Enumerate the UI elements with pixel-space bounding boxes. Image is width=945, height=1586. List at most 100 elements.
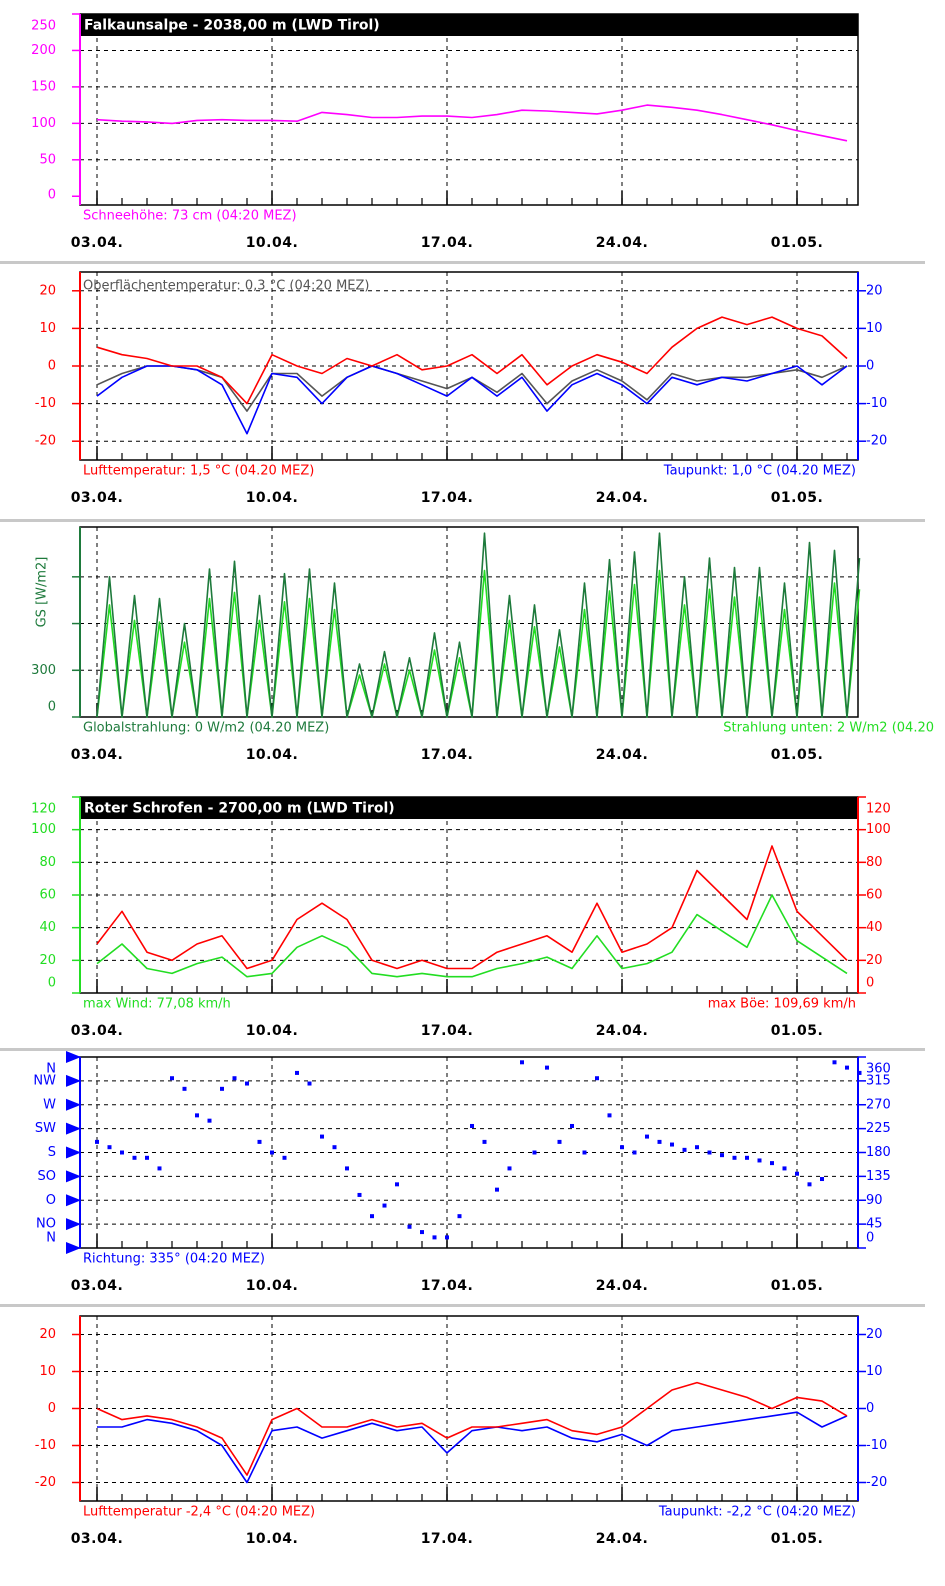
x-tick-label: 24.04.	[596, 235, 649, 251]
point	[532, 1150, 537, 1155]
x-tick-label: 17.04.	[421, 1278, 474, 1294]
point	[370, 1214, 374, 1219]
separator	[0, 519, 925, 522]
line-series	[96, 532, 861, 718]
series-label: Strahlung unten: 2 W/m2 (04.20	[723, 721, 934, 736]
wind-arrow	[66, 1098, 81, 1111]
wind-arrow	[66, 1122, 81, 1135]
line-series	[96, 365, 848, 435]
y2-tick-label: 225	[866, 1121, 891, 1136]
y2-tick-label: 20	[866, 283, 883, 298]
point	[407, 1224, 412, 1229]
point	[570, 1123, 574, 1128]
y2-tick-label: 0	[866, 359, 874, 374]
x-tick-label: 01.05.	[771, 235, 824, 251]
x-tick-label: 03.04.	[71, 235, 124, 251]
point	[382, 1203, 387, 1208]
series-label: Oberflächentemperatur: 0,3 °C (04:20 MEZ…	[83, 279, 369, 294]
point	[557, 1139, 562, 1144]
x-tick-label: 24.04.	[596, 1278, 649, 1294]
x-tick-label: 03.04.	[71, 490, 124, 506]
point	[682, 1147, 687, 1152]
point	[482, 1139, 487, 1144]
point	[332, 1145, 337, 1150]
point	[445, 1235, 449, 1240]
plot-area	[79, 1056, 859, 1249]
separator	[0, 261, 925, 264]
point	[495, 1187, 499, 1192]
y2-tick-label: -10	[866, 396, 887, 411]
point	[607, 1113, 612, 1118]
wind-arrow	[66, 1074, 81, 1087]
point	[257, 1139, 262, 1144]
wind-arrow	[66, 1170, 81, 1183]
x-tick-label: 01.05.	[771, 747, 824, 763]
point	[582, 1150, 587, 1155]
x-tick-label: 24.04.	[596, 747, 649, 763]
x-tick-label: 03.04.	[71, 1023, 124, 1039]
point	[345, 1166, 349, 1171]
y2-tick-label: 180	[866, 1145, 891, 1160]
point	[545, 1065, 549, 1070]
point	[132, 1155, 137, 1160]
y-tick-label: 0	[48, 1401, 56, 1416]
x-tick-label: 03.04.	[71, 1278, 124, 1294]
y-tick-label: 10	[39, 321, 56, 336]
y2-tick-label: 80	[866, 855, 883, 870]
point	[670, 1142, 674, 1147]
y-tick-label: 10	[39, 1364, 56, 1379]
x-tick-label: 10.04.	[246, 747, 299, 763]
point	[295, 1070, 299, 1075]
point	[820, 1177, 824, 1182]
y-tick-label: W	[43, 1097, 56, 1112]
point	[720, 1153, 724, 1158]
y-tick-label: 0	[48, 700, 56, 715]
point	[170, 1076, 174, 1081]
y-tick-label: -10	[35, 396, 56, 411]
y2-tick-label: 60	[866, 888, 883, 903]
y-tick-label: NO	[36, 1217, 56, 1232]
point	[695, 1145, 699, 1150]
y-tick-label: 100	[31, 822, 56, 837]
point	[107, 1145, 112, 1150]
series-label: Schneehöhe: 73 cm (04:20 MEZ)	[83, 209, 297, 224]
point	[732, 1155, 737, 1160]
series-label: Lufttemperatur -2,4 °C (04:20 MEZ)	[83, 1505, 315, 1520]
point	[457, 1214, 462, 1219]
series-label: Globalstrahlung: 0 W/m2 (04.20 MEZ)	[83, 721, 329, 736]
point	[745, 1155, 749, 1160]
y2-tick-label: 360	[866, 1062, 891, 1077]
y-tick-label: 50	[39, 152, 56, 167]
line-series	[96, 845, 848, 970]
x-tick-label: 17.04.	[421, 747, 474, 763]
x-tick-label: 24.04.	[596, 490, 649, 506]
point	[145, 1155, 149, 1160]
y2-tick-label: 40	[866, 920, 883, 935]
y-tick-label: 20	[39, 1327, 56, 1342]
point	[232, 1076, 237, 1081]
x-tick-label: 24.04.	[596, 1023, 649, 1039]
point	[620, 1145, 624, 1150]
y2-tick-label: 0	[866, 976, 874, 991]
y-tick-label: 0	[48, 359, 56, 374]
point	[757, 1158, 762, 1163]
series-label: Taupunkt: 1,0 °C (04.20 MEZ)	[663, 464, 856, 479]
point	[95, 1139, 99, 1144]
y-tick-label: 60	[39, 888, 56, 903]
y-tick-label: -20	[35, 434, 56, 449]
y2-tick-label: 45	[866, 1217, 883, 1232]
wind-arrow	[66, 1146, 81, 1159]
point	[507, 1166, 512, 1171]
x-tick-label: 01.05.	[771, 490, 824, 506]
title-bar	[80, 797, 858, 819]
point	[395, 1182, 399, 1187]
y-tick-label: 120	[31, 802, 56, 817]
y2-tick-label: 20	[866, 1327, 883, 1342]
point	[795, 1171, 799, 1176]
separator	[0, 1048, 925, 1051]
y-tick-label: SO	[38, 1169, 56, 1184]
y-tick-label: SW	[35, 1121, 56, 1136]
point	[307, 1081, 312, 1086]
series-label: Richtung: 335° (04:20 MEZ)	[83, 1252, 265, 1267]
